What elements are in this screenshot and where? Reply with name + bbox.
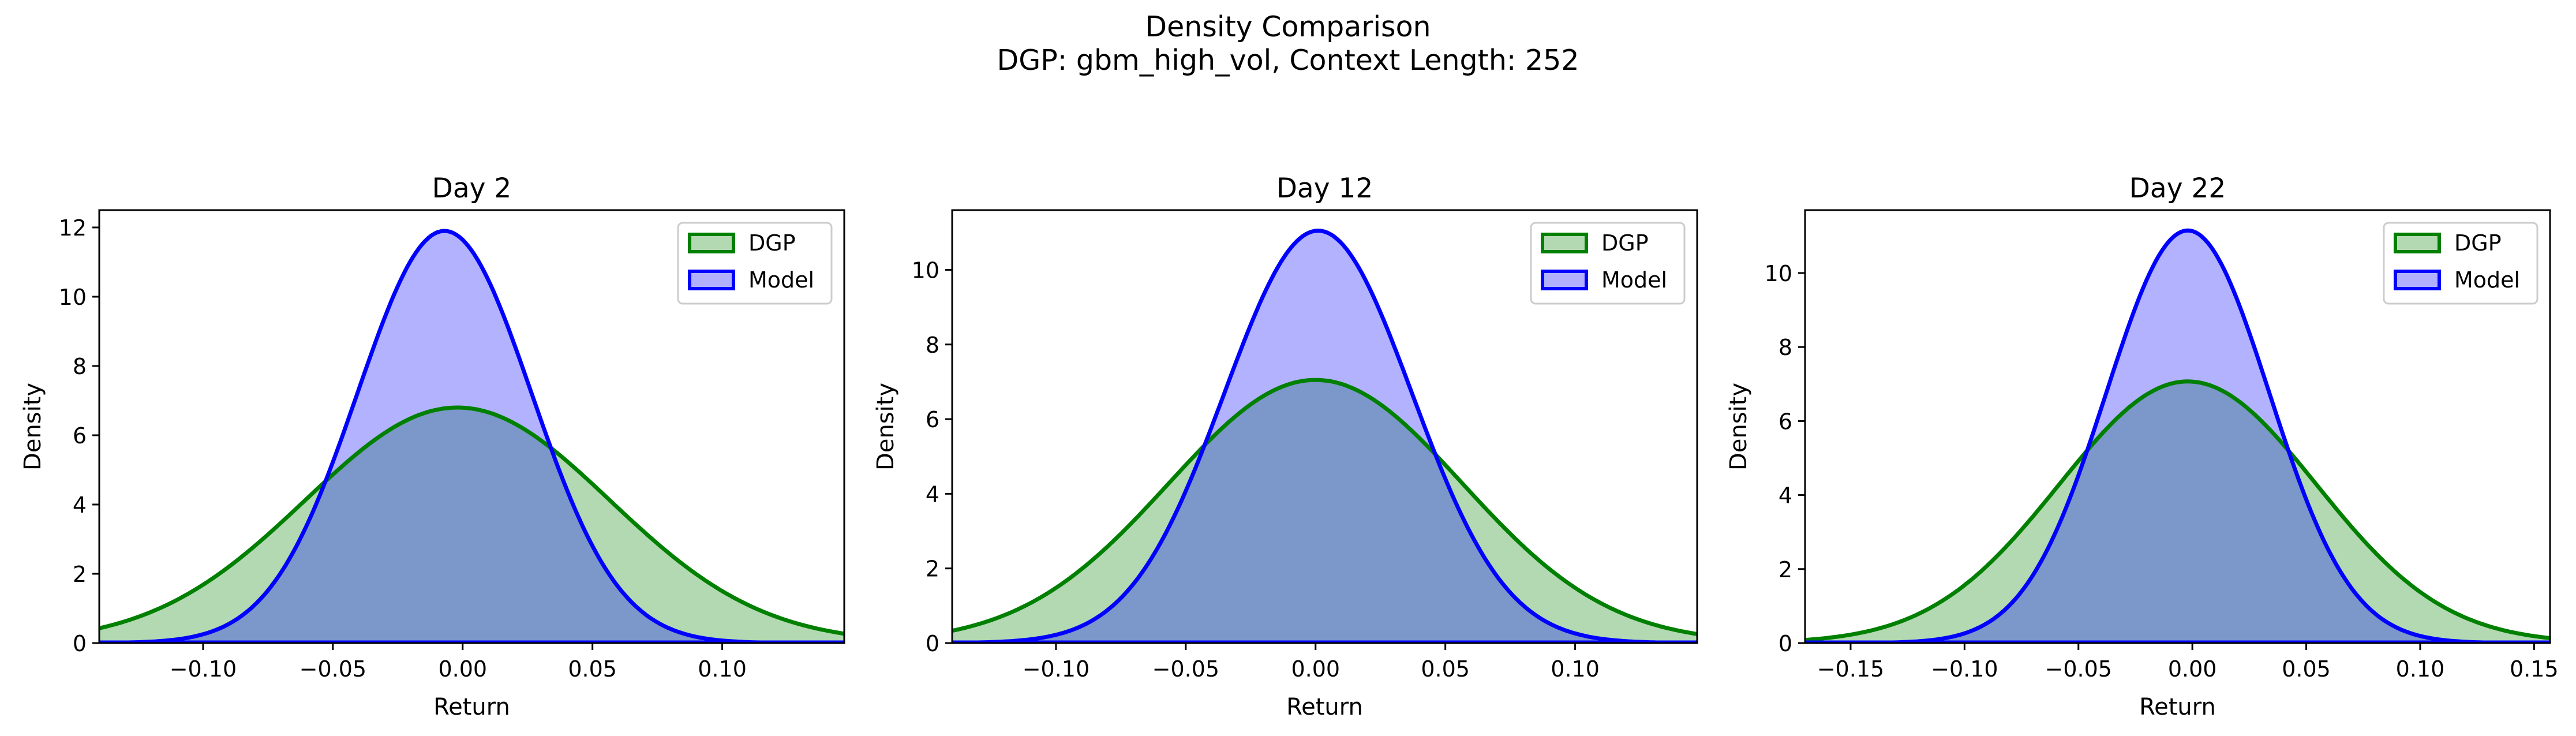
- ytick-label: 4: [73, 492, 87, 518]
- ytick-label: 8: [73, 354, 87, 379]
- xtick-label: −0.10: [1931, 656, 1998, 682]
- ytick-label: 6: [1779, 409, 1792, 434]
- legend-label-dgp: DGP: [2454, 230, 2502, 256]
- xtick-label: 0.00: [438, 656, 487, 682]
- ytick-label: 6: [926, 407, 939, 432]
- xtick-label: 0.10: [1551, 656, 1600, 682]
- xtick-label: −0.05: [2045, 656, 2112, 682]
- ytick-label: 10: [59, 285, 87, 310]
- ytick-label: 2: [1779, 557, 1792, 582]
- axes-frame-panel-3: [1804, 209, 2551, 644]
- axes-frame-panel-2: [951, 209, 1698, 644]
- line-dgp-panel-3: [1805, 379, 2550, 642]
- line-model-panel-2: [952, 229, 1697, 643]
- legend-label-model: Model: [2454, 267, 2520, 293]
- xtick-label: 0.00: [1291, 656, 1340, 682]
- area-model-day-3: [1805, 230, 2550, 643]
- legend-label-model: Model: [1601, 267, 1667, 293]
- ytick-label: 0: [926, 631, 939, 656]
- legend-swatch-dgp: [2394, 233, 2441, 253]
- ytick-label: 0: [1779, 631, 1792, 656]
- line-model-panel-1: [99, 229, 844, 643]
- xtick-label: 0.10: [2396, 656, 2445, 682]
- xtick-label: −0.05: [1152, 656, 1219, 682]
- ytick-label: 0: [73, 631, 87, 656]
- y-axis-label: Density: [20, 383, 46, 470]
- ytick-label: 4: [1779, 483, 1792, 509]
- area-model-day-1: [99, 231, 844, 643]
- x-axis-label: Return: [1286, 694, 1363, 720]
- legend-label-dgp: DGP: [1601, 230, 1649, 256]
- legend-swatch-model: [2394, 270, 2441, 290]
- ytick-label: 4: [926, 481, 939, 507]
- xtick-label: 0.00: [2168, 656, 2217, 682]
- xtick-label: 0.05: [1421, 656, 1470, 682]
- legend-swatch-model: [688, 270, 735, 290]
- ytick-label: 6: [73, 423, 87, 449]
- ytick-label: 8: [1779, 335, 1792, 360]
- line-dgp-panel-2: [952, 378, 1697, 636]
- legend-swatch-dgp: [1541, 233, 1588, 253]
- xtick-label: 0.05: [568, 656, 617, 682]
- legend-label-dgp: DGP: [748, 230, 796, 256]
- panel-title: Day 22: [2129, 173, 2226, 204]
- area-dgp-day-3: [1805, 381, 2550, 643]
- xtick-label: −0.05: [299, 656, 366, 682]
- xtick-label: −0.15: [1817, 656, 1884, 682]
- legend-swatch-dgp: [688, 233, 735, 253]
- ytick-label: 12: [59, 215, 87, 241]
- ytick-label: 2: [926, 556, 939, 582]
- xtick-label: 0.10: [698, 656, 747, 682]
- xtick-label: 0.15: [2510, 656, 2559, 682]
- x-axis-label: Return: [433, 694, 510, 720]
- line-model-panel-3: [1805, 228, 2550, 643]
- x-axis-label: Return: [2139, 694, 2216, 720]
- y-axis-label: Density: [873, 383, 899, 470]
- panel-title: Day 2: [432, 173, 512, 204]
- xtick-label: −0.10: [170, 656, 237, 682]
- axes-frame-panel-1: [98, 209, 845, 644]
- legend-label-model: Model: [748, 267, 814, 293]
- area-dgp-day-1: [99, 408, 844, 643]
- xtick-label: −0.10: [1023, 656, 1089, 682]
- ytick-label: 8: [926, 332, 939, 358]
- ytick-label: 10: [912, 257, 939, 283]
- xtick-label: 0.05: [2282, 656, 2331, 682]
- panel-title: Day 12: [1276, 173, 1373, 204]
- figure-subtitle: DGP: gbm_high_vol, Context Length: 252: [997, 44, 1579, 77]
- ytick-label: 10: [1765, 261, 1792, 286]
- legend-swatch-model: [1541, 270, 1588, 290]
- y-axis-label: Density: [1725, 383, 1752, 470]
- area-model-day-2: [952, 230, 1697, 643]
- ytick-label: 2: [73, 562, 87, 587]
- line-dgp-panel-1: [99, 405, 844, 636]
- figure-title: Density Comparison: [1145, 10, 1431, 43]
